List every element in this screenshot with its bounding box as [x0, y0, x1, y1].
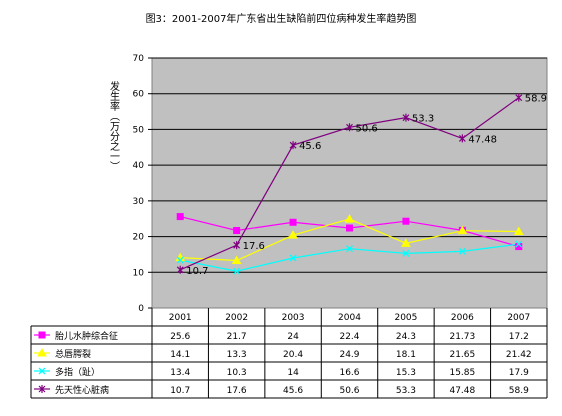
y-tick-label: 70	[133, 54, 145, 64]
y-tick-label: 40	[133, 161, 145, 171]
legend-label: 先天性心脏病	[55, 384, 109, 396]
x-tick-label: 2002	[225, 313, 248, 323]
table-cell: 20.4	[283, 350, 303, 360]
table-cell: 10.7	[170, 386, 190, 396]
legend-label: 多指（趾）	[55, 366, 100, 378]
table-cell: 24	[287, 332, 299, 342]
table-cell: 58.9	[509, 386, 529, 396]
y-tick-label: 30	[133, 197, 145, 207]
table-cell: 25.6	[170, 332, 190, 342]
table-cell: 21.42	[506, 350, 532, 360]
y-tick-label: 20	[133, 233, 145, 243]
marker-triangle	[401, 238, 411, 247]
marker-square	[289, 218, 297, 226]
data-labels: 10.7 17.6 45.6 50.6 53.3 47.48 58.9	[186, 94, 547, 277]
y-axis-title-group: 发生率（万分之一）	[108, 80, 120, 171]
marker-star	[233, 241, 241, 250]
table-cell: 47.48	[449, 386, 475, 396]
data-label: 10.7	[186, 266, 208, 277]
table-cell: 21.73	[449, 332, 475, 342]
marker-x	[458, 247, 466, 255]
table-cell: 18.1	[396, 350, 416, 360]
table-cell: 17.9	[509, 368, 529, 378]
marker-x	[233, 267, 241, 275]
data-label: 45.6	[299, 141, 321, 152]
marker-star	[176, 265, 184, 274]
marker-square	[346, 224, 353, 232]
table-cell: 53.3	[396, 386, 416, 396]
data-label: 50.6	[356, 123, 378, 134]
marker-x	[346, 245, 353, 253]
marker-triangle	[513, 226, 524, 235]
marker-x	[515, 240, 523, 248]
marker-star	[458, 134, 466, 143]
data-label: 47.48	[468, 134, 497, 145]
x-tick-label: 2006	[451, 313, 474, 323]
marker-x	[38, 367, 46, 375]
table-cell: 15.85	[449, 368, 475, 378]
y-tick-label: 0	[138, 304, 144, 314]
table-cell: 17.2	[509, 332, 529, 342]
data-label: 17.6	[243, 241, 265, 252]
data-label: 53.3	[412, 114, 434, 125]
marker-triangle	[288, 230, 298, 239]
marker-x	[176, 256, 184, 264]
table-cell: 16.6	[339, 368, 359, 378]
marker-star	[289, 141, 297, 150]
y-tick-label: 60	[133, 90, 145, 100]
table-cell: 10.3	[227, 368, 247, 378]
marker-star	[402, 113, 410, 122]
marker-star	[515, 93, 523, 102]
table-cell: 24.9	[339, 350, 359, 360]
x-tick-label: 2007	[507, 313, 530, 323]
y-axis-title: 发生率（万分之一）	[108, 80, 120, 171]
table-cell: 14	[287, 368, 299, 378]
data-table: 2001 2002 2003 2004 2005 2006 2007 胎儿水肿综合征 25.6 2…	[30, 308, 548, 399]
table-cell: 13.4	[170, 368, 190, 378]
table-cell: 50.6	[339, 386, 359, 396]
x-tick-label: 2003	[282, 313, 305, 323]
marker-square	[38, 331, 46, 339]
data-label: 58.9	[525, 94, 547, 105]
table-cell: 13.3	[227, 350, 247, 360]
table-cell: 17.6	[227, 386, 247, 396]
y-tick-label: 50	[133, 125, 145, 135]
marker-x	[402, 249, 410, 257]
marker-square	[176, 213, 184, 221]
table-cell: 21.7	[227, 332, 247, 342]
table-cell: 24.3	[396, 332, 416, 342]
y-axis-ticks: 0 10 20 30 40 50 60 70	[133, 54, 145, 314]
marker-triangle	[231, 255, 242, 264]
table-cell: 45.6	[283, 386, 303, 396]
marker-triangle	[344, 214, 355, 223]
x-tick-label: 2004	[338, 313, 361, 323]
marker-square	[402, 217, 410, 225]
x-tick-label: 2001	[169, 313, 192, 323]
marker-triangle	[37, 347, 47, 357]
marker-star	[346, 123, 353, 132]
table-cell: 14.1	[170, 350, 190, 360]
marker-triangle	[457, 225, 468, 235]
marker-star	[38, 385, 46, 393]
table-cell: 22.4	[339, 332, 359, 342]
gridlines	[148, 57, 547, 309]
legend-label: 胎儿水肿综合征	[55, 330, 118, 342]
table-cell: 15.3	[396, 368, 416, 378]
legend-label: 总唇腭裂	[55, 348, 91, 360]
plot-area	[151, 57, 548, 309]
table-cell: 21.65	[449, 350, 475, 360]
marker-x	[289, 254, 297, 262]
series-markers	[175, 93, 524, 275]
x-tick-label: 2005	[394, 313, 417, 323]
y-tick-label: 10	[133, 268, 145, 278]
chart-title: 图3：2001-2007年广东省出生缺陷前四位病种发生率趋势图	[146, 12, 417, 25]
marker-square	[233, 227, 241, 234]
